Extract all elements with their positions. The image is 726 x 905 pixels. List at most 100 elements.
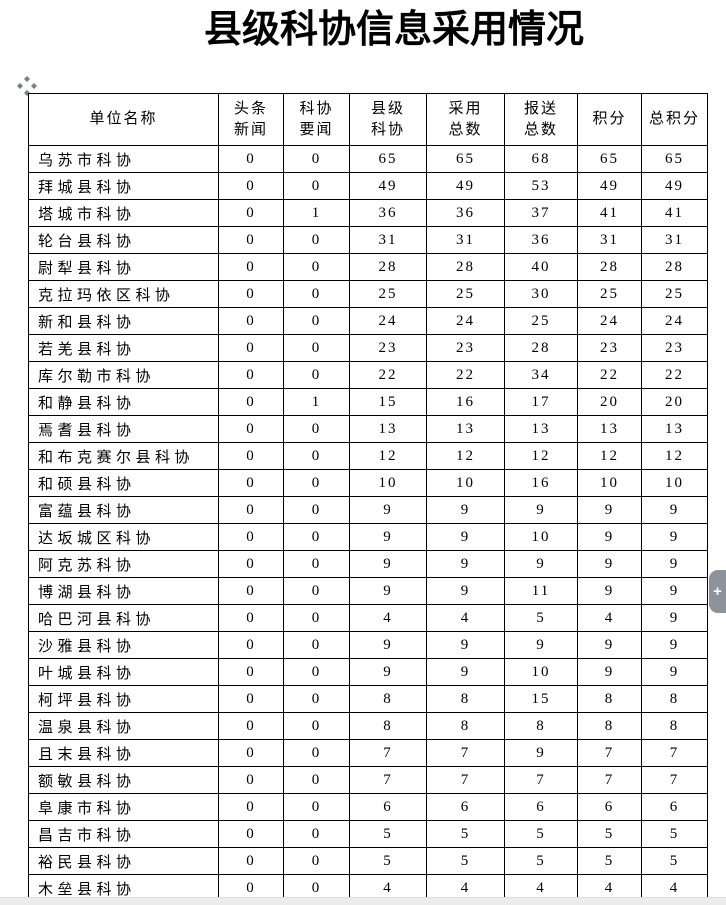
- value-cell: 49: [426, 172, 505, 200]
- value-cell: 9: [426, 550, 505, 578]
- value-cell: 10: [641, 469, 708, 497]
- value-cell: 65: [426, 145, 505, 173]
- value-cell: 9: [641, 631, 708, 659]
- value-cell: 7: [349, 766, 427, 794]
- value-cell: 25: [504, 307, 578, 335]
- value-cell: 23: [349, 334, 427, 362]
- value-cell: 0: [218, 253, 284, 281]
- column-header-6: 报送 总数: [504, 93, 578, 146]
- table-row: 裕民县科协 0 0 5 5 5 5 5: [28, 847, 708, 875]
- value-cell: 49: [577, 172, 642, 200]
- unit-name-cell: 达坂城区科协: [28, 523, 219, 551]
- value-cell: 5: [504, 820, 578, 848]
- column-header-2: 头条 新闻: [218, 93, 284, 146]
- value-cell: 7: [577, 739, 642, 767]
- value-cell: 0: [218, 739, 284, 767]
- unit-name-cell: 哈巴河县科协: [28, 604, 219, 632]
- unit-name-cell: 焉耆县科协: [28, 415, 219, 443]
- unit-name-cell: 乌苏市科协: [28, 145, 219, 173]
- value-cell: 5: [504, 847, 578, 875]
- table-body: 乌苏市科协 0 0 65 65 68 65 65 拜城县科协 0 0 49 49 53 49 49 塔城市科协 0…: [28, 145, 708, 902]
- table-row: 焉耆县科协 0 0 13 13 13 13 13: [28, 415, 708, 443]
- data-table: 单位名称 头条 新闻 科协 要闻 县级 科协 采用 总数 报送 总数 积分 总积分 乌苏市科协 0 0 65 6…: [28, 93, 708, 902]
- value-cell: 37: [504, 199, 578, 227]
- value-cell: 0: [218, 550, 284, 578]
- table-row: 库尔勒市科协 0 0 22 22 34 22 22: [28, 361, 708, 389]
- table-row: 柯坪县科协 0 0 8 8 15 8 8: [28, 685, 708, 713]
- value-cell: 9: [504, 631, 578, 659]
- value-cell: 0: [283, 415, 350, 443]
- table-row: 拜城县科协 0 0 49 49 53 49 49: [28, 172, 708, 200]
- value-cell: 0: [218, 361, 284, 389]
- value-cell: 10: [504, 523, 578, 551]
- value-cell: 65: [349, 145, 427, 173]
- value-cell: 0: [283, 820, 350, 848]
- value-cell: 0: [283, 172, 350, 200]
- value-cell: 7: [426, 739, 505, 767]
- column-header-4: 县级 科协: [349, 93, 427, 146]
- column-header-8: 总积分: [641, 93, 708, 146]
- value-cell: 24: [641, 307, 708, 335]
- table-row: 哈巴河县科协 0 0 4 4 5 4 9: [28, 604, 708, 632]
- unit-name-cell: 和硕县科协: [28, 469, 219, 497]
- value-cell: 8: [349, 685, 427, 713]
- value-cell: 36: [349, 199, 427, 227]
- value-cell: 6: [577, 793, 642, 821]
- value-cell: 24: [349, 307, 427, 335]
- unit-name-cell: 沙雅县科协: [28, 631, 219, 659]
- value-cell: 0: [218, 631, 284, 659]
- value-cell: 20: [577, 388, 642, 416]
- value-cell: 25: [577, 280, 642, 308]
- value-cell: 9: [426, 631, 505, 659]
- value-cell: 0: [283, 550, 350, 578]
- value-cell: 31: [577, 226, 642, 254]
- value-cell: 0: [283, 334, 350, 362]
- value-cell: 25: [641, 280, 708, 308]
- value-cell: 9: [349, 631, 427, 659]
- table-move-handle-icon[interactable]: [17, 76, 37, 96]
- value-cell: 12: [641, 442, 708, 470]
- value-cell: 8: [426, 712, 505, 740]
- value-cell: 10: [349, 469, 427, 497]
- value-cell: 9: [641, 577, 708, 605]
- value-cell: 7: [349, 739, 427, 767]
- value-cell: 0: [218, 766, 284, 794]
- table-row: 和静县科协 0 1 15 16 17 20 20: [28, 388, 708, 416]
- value-cell: 12: [577, 442, 642, 470]
- value-cell: 9: [577, 523, 642, 551]
- value-cell: 9: [577, 658, 642, 686]
- value-cell: 5: [641, 820, 708, 848]
- move-handle-glyph: [17, 76, 37, 96]
- value-cell: 22: [577, 361, 642, 389]
- page-bottom-edge: [0, 897, 726, 905]
- value-cell: 53: [504, 172, 578, 200]
- table-header: 单位名称 头条 新闻 科协 要闻 县级 科协 采用 总数 报送 总数 积分 总积分: [28, 93, 708, 146]
- value-cell: 8: [426, 685, 505, 713]
- value-cell: 22: [641, 361, 708, 389]
- value-cell: 8: [641, 712, 708, 740]
- value-cell: 0: [218, 145, 284, 173]
- unit-name-cell: 昌吉市科协: [28, 820, 219, 848]
- value-cell: 10: [577, 469, 642, 497]
- side-panel-toggle-button[interactable]: +: [709, 570, 726, 613]
- value-cell: 13: [349, 415, 427, 443]
- value-cell: 68: [504, 145, 578, 173]
- value-cell: 16: [504, 469, 578, 497]
- unit-name-cell: 塔城市科协: [28, 199, 219, 227]
- value-cell: 0: [218, 172, 284, 200]
- value-cell: 28: [577, 253, 642, 281]
- value-cell: 28: [504, 334, 578, 362]
- table-row: 且末县科协 0 0 7 7 9 7 7: [28, 739, 708, 767]
- value-cell: 9: [641, 604, 708, 632]
- value-cell: 7: [426, 766, 505, 794]
- value-cell: 9: [426, 523, 505, 551]
- value-cell: 5: [426, 820, 505, 848]
- value-cell: 0: [218, 280, 284, 308]
- value-cell: 7: [641, 739, 708, 767]
- value-cell: 22: [426, 361, 505, 389]
- value-cell: 9: [577, 577, 642, 605]
- value-cell: 13: [641, 415, 708, 443]
- value-cell: 0: [283, 766, 350, 794]
- value-cell: 0: [218, 496, 284, 524]
- unit-name-cell: 库尔勒市科协: [28, 361, 219, 389]
